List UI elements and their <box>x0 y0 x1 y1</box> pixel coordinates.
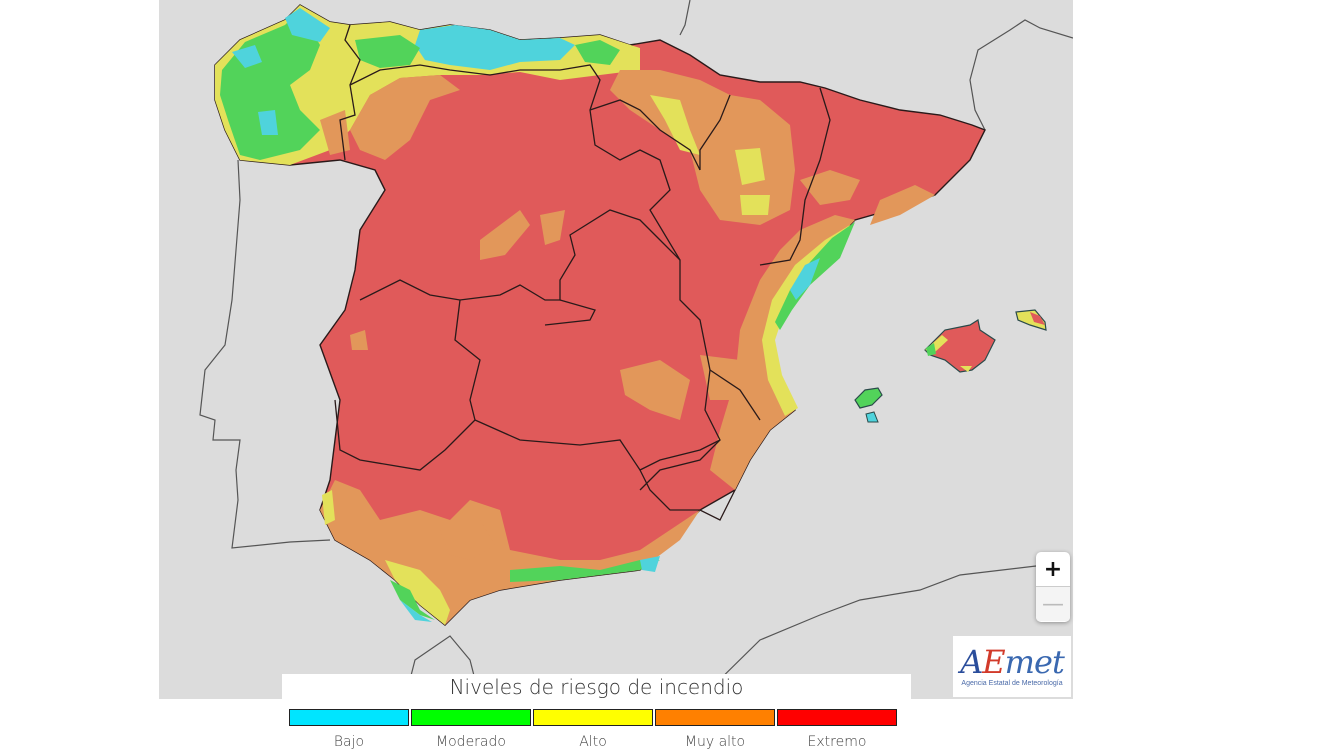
valencia-muyalto-zone <box>710 215 855 490</box>
fire-risk-map[interactable] <box>159 0 1073 699</box>
menorca-island <box>1015 309 1047 331</box>
andalusia-moderado-zone <box>390 560 660 620</box>
mallorca-moderado-edge <box>926 343 936 356</box>
interior-muyalto-patches <box>350 210 740 560</box>
portugal-coastline <box>199 159 331 549</box>
legend-item-bajo: Bajo <box>289 709 409 750</box>
logo-letter-e: E <box>982 643 1005 681</box>
legend-label: Alto <box>579 734 607 750</box>
legend-swatch-moderado <box>411 709 531 726</box>
zoom-in-button[interactable]: + <box>1043 556 1063 582</box>
asturias-moderado-zone <box>355 35 620 68</box>
catalonia-muyalto-zone <box>800 170 935 225</box>
aemet-logo-subtitle: Agencia Estatal de Meteorología <box>961 680 1063 687</box>
algeria-coastline <box>699 565 1037 699</box>
zoom-out-button[interactable]: — <box>1036 586 1070 621</box>
legend-swatch-muy-alto <box>655 709 775 726</box>
aemet-logo-mark: AEmet <box>960 643 1065 681</box>
legend-item-moderado: Moderado <box>411 709 531 750</box>
valencia-bajo-zone <box>790 258 820 300</box>
legend-label: Moderado <box>436 734 506 750</box>
legend-label: Muy alto <box>684 734 746 750</box>
legend-item-extremo: Extremo <box>777 709 897 750</box>
galicia-moderado-zone <box>220 10 320 160</box>
north-muyalto-zone <box>320 75 460 160</box>
legend-swatch-alto <box>533 709 653 726</box>
legend-title: Niveles de riesgo de incendio <box>282 674 911 701</box>
legend-swatch-extremo <box>777 709 897 726</box>
legend: Bajo Moderado Alto Muy alto Extremo <box>289 709 897 750</box>
zoom-control: + — <box>1036 552 1070 622</box>
logo-letter-a: A <box>960 643 983 681</box>
legend-label: Extremo <box>807 734 867 750</box>
valencia-moderado-zone <box>775 222 855 330</box>
aragon-muyalto-zone <box>610 70 795 225</box>
legend-item-alto: Alto <box>533 709 653 750</box>
france-coastline <box>679 0 691 36</box>
legend-label: Bajo <box>333 734 365 750</box>
france-med-coastline <box>969 19 1073 131</box>
morocco-coastline <box>404 635 481 699</box>
ibiza-island <box>854 387 883 409</box>
asturias-bajo-zone <box>415 25 575 70</box>
formentera-island <box>865 411 879 423</box>
aragon-alto-zone <box>650 95 770 215</box>
legend-swatch-bajo <box>289 709 409 726</box>
mallorca-alto-edge <box>925 335 972 372</box>
mallorca-island <box>924 319 996 373</box>
aemet-logo: AEmet Agencia Estatal de Meteorología <box>953 636 1071 697</box>
legend-item-muy-alto: Muy alto <box>655 709 775 750</box>
map-canvas[interactable] <box>159 0 1073 699</box>
menorca-extremo <box>1030 312 1045 325</box>
logo-letters-met: met <box>1004 643 1065 681</box>
region-borders <box>334 24 831 521</box>
andalusia-alto-zone <box>322 490 450 625</box>
